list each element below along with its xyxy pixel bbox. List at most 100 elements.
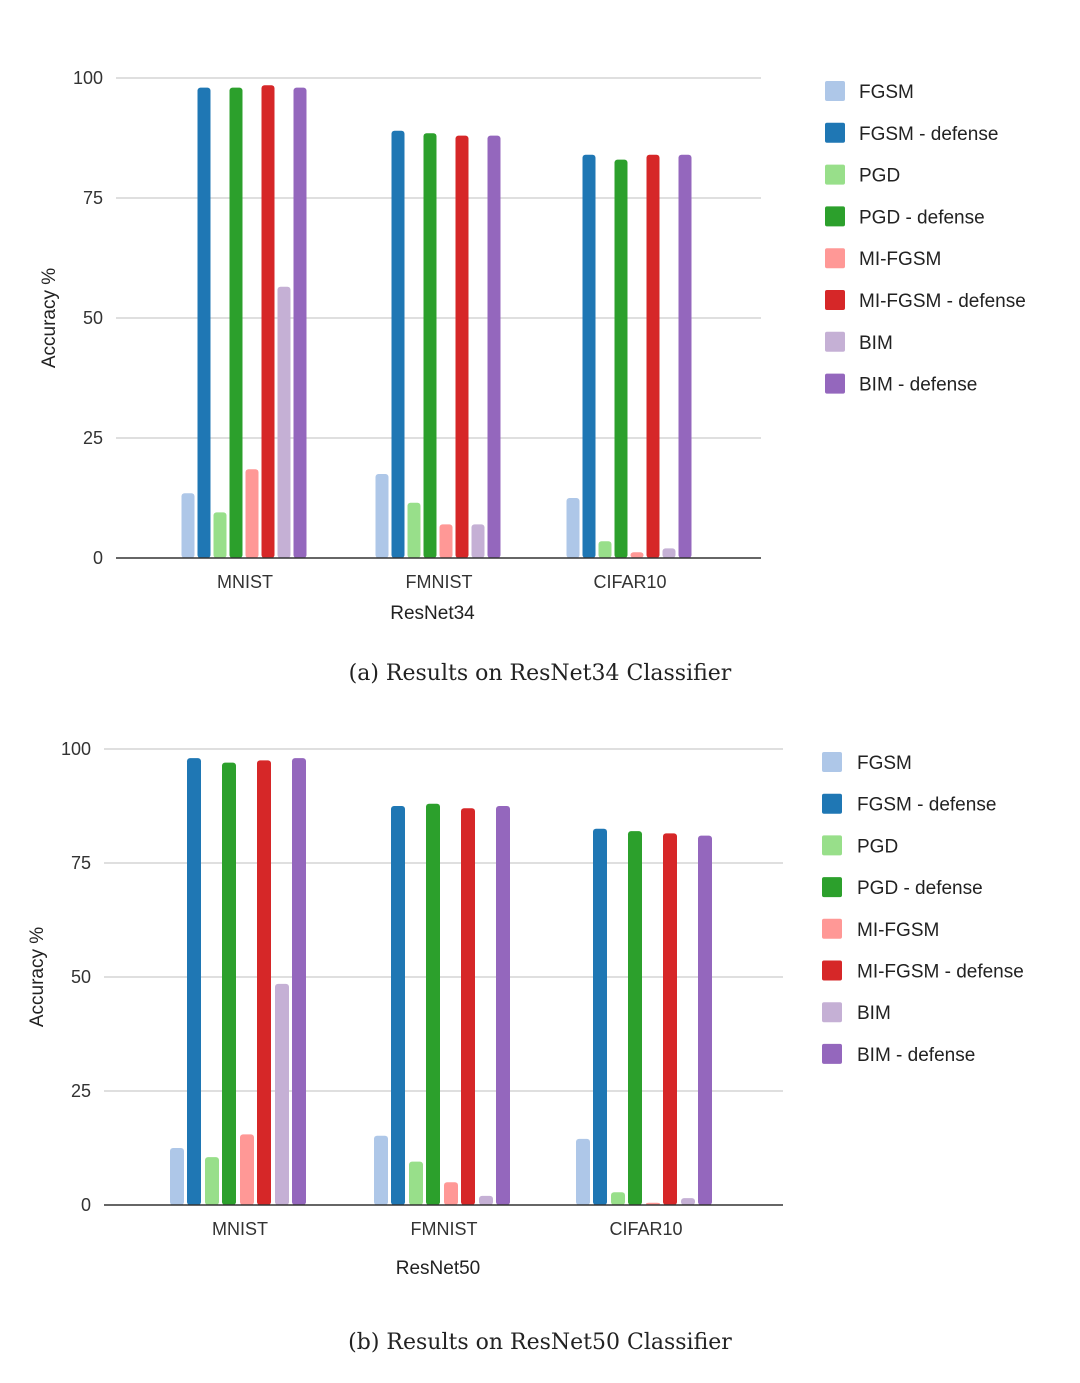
legend-label: BIM - defense [859, 375, 977, 396]
bar-bim-cifar10 [681, 1198, 695, 1205]
legend-swatch [825, 331, 845, 352]
bar-fgsm-defense-fmnist [391, 806, 405, 1205]
x-axis-title: ResNet34 [390, 603, 475, 624]
x-tick-label: MNIST [212, 1219, 268, 1239]
bar-pgd-defense-cifar10 [628, 831, 642, 1205]
bar-fgsm-mnist [170, 1148, 184, 1205]
bar-mi-fgsm-defense-fmnist [461, 808, 475, 1205]
x-tick-label: CIFAR10 [593, 572, 666, 592]
legend-label: BIM - defense [857, 1045, 975, 1066]
legend-swatch [825, 164, 845, 185]
legend-swatch [825, 248, 845, 269]
bar-mi-fgsm-defense-cifar10 [646, 154, 660, 559]
bar-bim-fmnist [471, 524, 485, 558]
bar-fgsm-mnist [181, 493, 195, 558]
legend-swatch [822, 1043, 842, 1064]
bar-pgd-mnist [213, 512, 227, 558]
legend-label: PGD [857, 836, 898, 857]
legend-label: FGSM - defense [859, 124, 998, 145]
legend-label: PGD [859, 166, 900, 187]
bar-fgsm-fmnist [375, 474, 389, 558]
bar-pgd-cifar10 [598, 541, 612, 558]
y-tick-label: 100 [61, 739, 91, 759]
legend-swatch [822, 877, 842, 898]
bar-fgsm-defense-cifar10 [593, 828, 607, 1205]
x-axis-title: ResNet50 [396, 1258, 481, 1279]
chart-resnet50: 0 25 50 75 100 MNIST FMNIST CIFAR10 ResNet50 Accu… [27, 739, 1024, 1355]
y-tick-label: 75 [83, 188, 103, 208]
legend-swatch [822, 960, 842, 981]
bar-mi-fgsm-mnist [245, 469, 259, 558]
x-tick-label: FMNIST [406, 572, 473, 592]
legend-swatch [822, 835, 842, 856]
legend-label: PGD - defense [857, 878, 983, 899]
bar-fgsm-cifar10 [566, 498, 580, 558]
y-tick-label: 75 [71, 853, 91, 873]
y-tick-label: 50 [83, 308, 103, 328]
bar-pgd-mnist [205, 1157, 219, 1205]
bar-pgd-defense-fmnist [423, 133, 437, 558]
bar-mi-fgsm-mnist [240, 1134, 254, 1205]
y-tick-label: 25 [71, 1081, 91, 1101]
bar-bim-mnist [275, 983, 289, 1205]
legend-swatch [822, 1002, 842, 1023]
bar-bim-mnist [277, 286, 291, 558]
y-tick-label: 0 [81, 1195, 91, 1215]
legend-label: MI-FGSM - defense [857, 962, 1024, 983]
bar-mi-fgsm-defense-mnist [261, 85, 275, 558]
legend-swatch [825, 81, 845, 101]
y-tick-label: 50 [71, 967, 91, 987]
legend-label: MI-FGSM - defense [859, 291, 1026, 312]
legend-label: FGSM [859, 82, 914, 103]
x-tick-label: MNIST [217, 572, 273, 592]
bar-mi-fgsm-defense-fmnist [455, 135, 469, 558]
x-tick-label: FMNIST [411, 1219, 478, 1239]
bar-fgsm-cifar10 [576, 1138, 590, 1205]
legend-label: BIM [857, 1003, 891, 1024]
bar-fgsm-defense-fmnist [391, 130, 405, 559]
y-tick-label: 25 [83, 428, 103, 448]
bar-mi-fgsm-defense-mnist [257, 760, 271, 1205]
bar-mi-fgsm-fmnist [444, 1182, 458, 1205]
bar-bim-fmnist [479, 1195, 493, 1205]
bar-mi-fgsm-fmnist [439, 524, 453, 558]
bar-bim-defense-fmnist [496, 806, 510, 1205]
legend-label: PGD - defense [859, 207, 985, 228]
legend-swatch [825, 206, 845, 227]
bar-fgsm-defense-cifar10 [582, 154, 596, 559]
y-axis-title: Accuracy % [39, 268, 60, 368]
bar-bim-defense-mnist [292, 758, 306, 1205]
chart-resnet34: 0 25 50 75 100 MNIST FMNIST CIFAR10 ResNet34 Accu… [39, 68, 1026, 686]
legend-label: BIM [859, 333, 893, 354]
x-tick-label: CIFAR10 [609, 1219, 682, 1239]
legend-label: MI-FGSM [857, 920, 939, 941]
bar-bim-defense-cifar10 [698, 835, 712, 1205]
bar-fgsm-defense-mnist [197, 87, 211, 558]
figure-caption: (a) Results on ResNet34 Classifier [349, 661, 732, 686]
y-axis-title: Accuracy % [27, 927, 48, 1027]
y-tick-label: 100 [73, 68, 103, 88]
bar-pgd-fmnist [409, 1161, 423, 1205]
legend-label: MI-FGSM [859, 249, 941, 270]
legend-swatch [825, 290, 845, 310]
bar-pgd-defense-mnist [222, 762, 236, 1205]
bar-pgd-cifar10 [611, 1192, 625, 1205]
legend-swatch [822, 918, 842, 939]
bar-bim-defense-fmnist [487, 135, 501, 558]
bar-fgsm-fmnist [374, 1135, 388, 1205]
bar-mi-fgsm-cifar10 [630, 552, 644, 558]
legend-swatch [822, 793, 842, 814]
bar-pgd-defense-cifar10 [614, 159, 628, 558]
bar-bim-defense-cifar10 [678, 154, 692, 559]
legend-label: FGSM [857, 753, 912, 774]
legend-swatch [822, 752, 842, 772]
legend-swatch [825, 122, 845, 143]
legend-label: FGSM - defense [857, 795, 996, 816]
bar-pgd-defense-fmnist [426, 803, 440, 1205]
bar-bim-defense-mnist [293, 87, 307, 558]
bar-pgd-fmnist [407, 502, 421, 558]
bar-bim-cifar10 [662, 548, 676, 558]
bar-pgd-defense-mnist [229, 87, 243, 558]
y-tick-label: 0 [93, 548, 103, 568]
